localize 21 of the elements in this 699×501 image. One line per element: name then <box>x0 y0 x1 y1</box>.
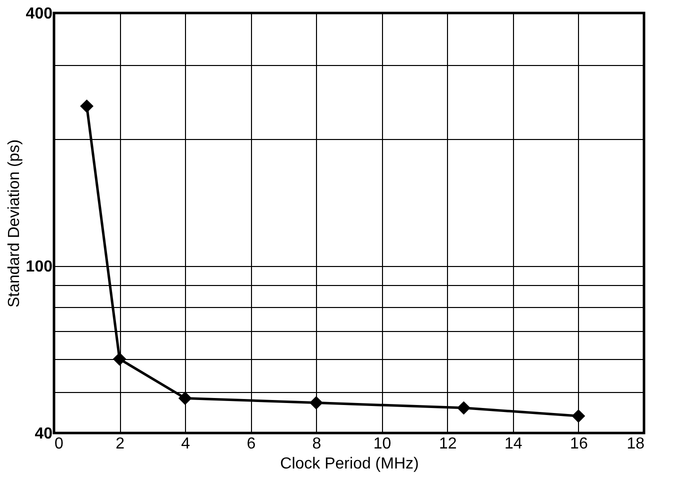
point <box>310 396 323 410</box>
point <box>112 352 126 366</box>
y-tick-label: 100 <box>26 258 53 276</box>
x-tick-label: 4 <box>181 436 190 452</box>
x-tick-label: 0 <box>54 436 64 452</box>
y-tick-label: 40 <box>34 426 53 442</box>
x-tick-label: 14 <box>504 436 522 452</box>
x-tick-label: 12 <box>438 436 457 452</box>
x-tick-label: 6 <box>246 436 256 452</box>
x-axis-title: Clock Period (MHz) <box>280 456 419 472</box>
x-tick-label: 8 <box>312 436 322 452</box>
point <box>457 401 470 415</box>
x-tick-label: 2 <box>116 436 125 452</box>
point <box>572 409 586 423</box>
point <box>178 392 192 405</box>
x-tick-label: 10 <box>373 436 392 452</box>
y-axis-title: Standard Deviation (ps) <box>6 139 23 308</box>
y-tick-label: 400 <box>26 6 53 22</box>
x-tick-label: 16 <box>570 436 588 452</box>
point <box>80 99 94 113</box>
x-tick-label: 18 <box>626 436 645 452</box>
